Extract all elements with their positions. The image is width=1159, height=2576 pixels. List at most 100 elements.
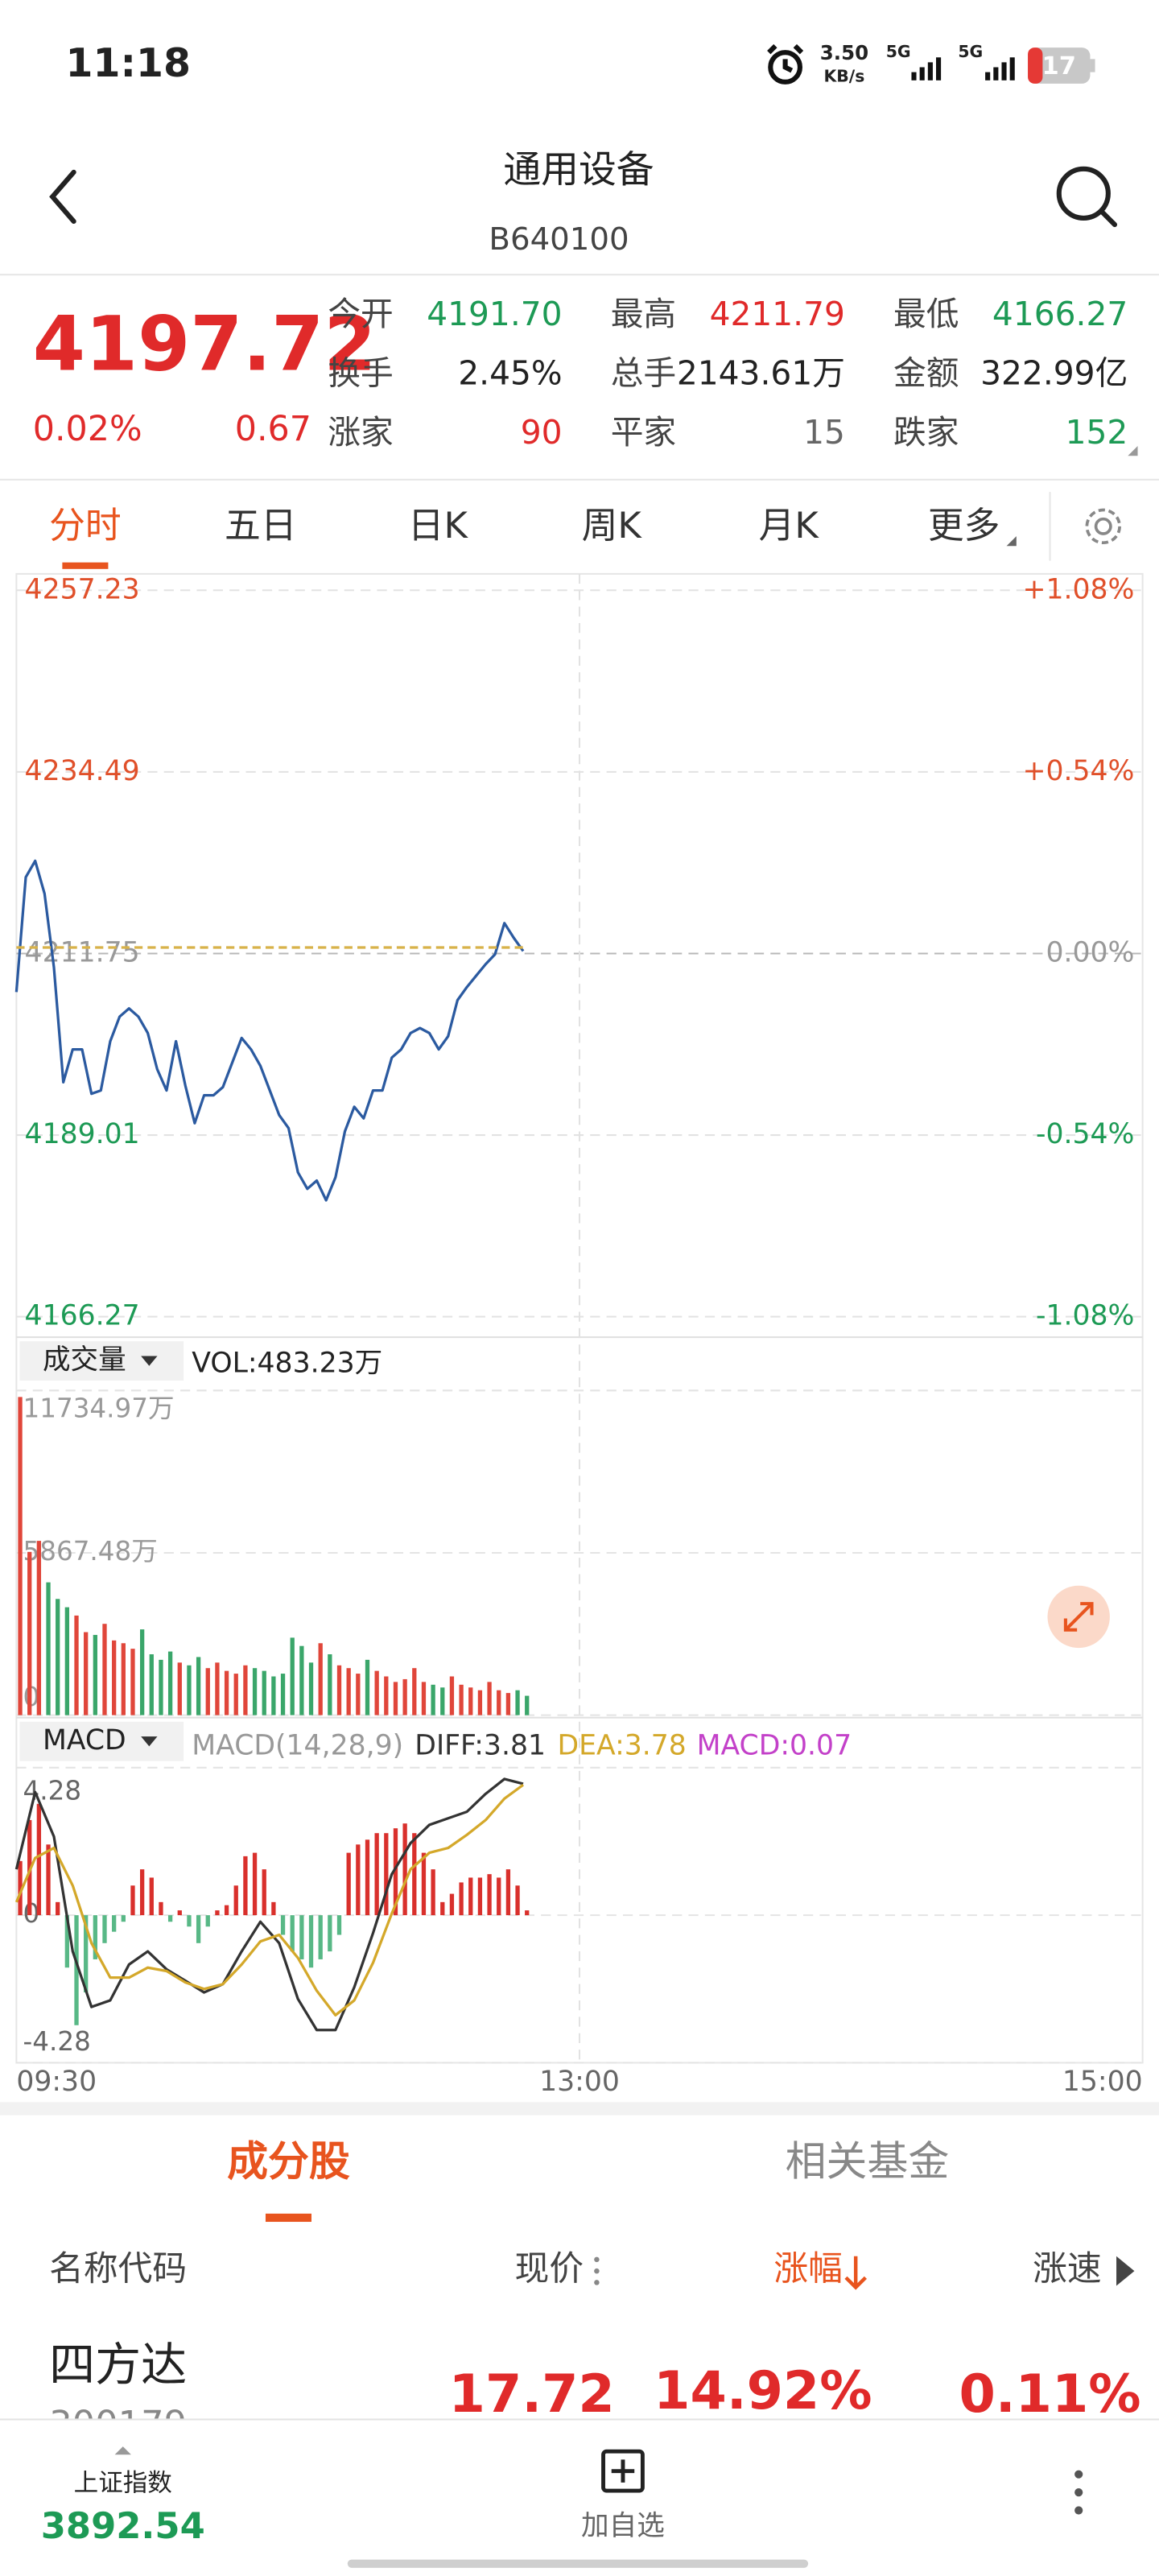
volume-bar (205, 1668, 210, 1715)
volume-bar (167, 1651, 173, 1715)
chart-tab[interactable]: 更多 (928, 504, 1000, 547)
index-value[interactable]: 3892.54 (41, 2504, 205, 2547)
volume-bar (121, 1643, 126, 1715)
x-tick-label: 13:00 (539, 2066, 620, 2098)
volume-bar (262, 1670, 266, 1715)
volume-bar (215, 1662, 220, 1715)
y2-tick-label: +0.54% (1023, 755, 1135, 787)
volume-bar (56, 1599, 60, 1715)
y-tick-label: 4234.49 (25, 755, 140, 787)
volume-bar (374, 1670, 379, 1715)
fullscreen-button[interactable] (1047, 1585, 1110, 1649)
divider (0, 478, 1159, 481)
macd-bar (525, 1910, 530, 1916)
macd-bar (449, 1893, 455, 1916)
add-watchlist-label[interactable]: 加自选 (581, 2510, 665, 2542)
settings-button[interactable] (1085, 508, 1121, 545)
macd-bar (346, 1852, 351, 1916)
last-price: 4197.72 (33, 301, 377, 389)
stat-label: 最高 (611, 295, 676, 333)
chart-tab[interactable]: 分时 (49, 504, 122, 547)
macd-bar (149, 1877, 154, 1916)
stat-label: 今开 (328, 295, 393, 333)
stock-speed: 0.11% (959, 2364, 1141, 2425)
volume-bar (318, 1643, 323, 1715)
volume-bar (36, 1541, 42, 1715)
macd-bar (505, 1869, 511, 1916)
column-header[interactable]: 涨幅 (773, 2249, 843, 2289)
macd-bar (130, 1885, 135, 1916)
index-name[interactable]: 上证指数 (74, 2469, 172, 2497)
chart-tab[interactable]: 周K (582, 504, 643, 547)
macd-bar (290, 1915, 295, 1952)
volume-bar (328, 1654, 332, 1715)
stock-name[interactable]: 四方达 (49, 2339, 187, 2392)
y2-tick-label: +1.08% (1023, 573, 1135, 605)
volume-bar (64, 1607, 70, 1715)
back-button[interactable] (49, 169, 76, 225)
macd-bar (431, 1869, 435, 1916)
x-tick-label: 09:30 (16, 2066, 97, 2098)
chart-tabs: 分时 五日 日K 周K 月K 更多 (49, 504, 1000, 569)
bottom-nav (0, 2418, 1159, 2576)
macd-bar (215, 1910, 220, 1916)
macd-bar (64, 1915, 70, 1968)
more-menu[interactable] (1074, 2470, 1083, 2515)
section-tab[interactable]: 成分股 (227, 2139, 350, 2186)
macd-bar (112, 1915, 117, 1932)
volume-bar (346, 1668, 351, 1715)
volume-bar (515, 1690, 520, 1715)
battery-icon (1028, 47, 1095, 84)
column-header[interactable]: 现价 (515, 2249, 584, 2289)
macd-bar (299, 1915, 304, 1959)
macd-bar (393, 1828, 398, 1916)
macd-bar (252, 1852, 258, 1916)
column-header[interactable]: 涨速 (1033, 2249, 1102, 2289)
indicator-selector[interactable] (19, 1341, 184, 1381)
section-tabs: 成分股 相关基金 (227, 2139, 949, 2186)
volume-bar (505, 1693, 511, 1715)
volume-bar (384, 1676, 389, 1715)
more-indicator (1006, 536, 1017, 547)
macd-bar (224, 1905, 229, 1916)
volume-bar (290, 1637, 295, 1715)
chart-tab[interactable]: 五日 (225, 504, 297, 547)
volume-bar (177, 1662, 182, 1715)
macd-bar (196, 1915, 201, 1943)
macd-bar (280, 1915, 286, 1935)
macd-bar (440, 1901, 445, 1916)
volume-bar (159, 1659, 163, 1715)
macd-bar (487, 1874, 492, 1916)
active-section-indicator (265, 2213, 311, 2223)
volume-bar (412, 1668, 417, 1715)
y-tick-label: 5867.48万 (23, 1536, 158, 1567)
macd-bar (271, 1901, 276, 1916)
dea-label: DEA:3.78 (558, 1729, 687, 1761)
macd-bar (318, 1915, 323, 1959)
change-percent: 0.02% (33, 409, 142, 449)
stat-label: 跌家 (893, 413, 959, 452)
stock-change: 14.92% (654, 2361, 872, 2421)
macd-bar (159, 1901, 163, 1916)
expand-indicator (1128, 446, 1138, 456)
stat-value: 4211.79 (710, 295, 845, 333)
net-speed-unit: KB/s (824, 67, 865, 86)
volume-bar (497, 1690, 501, 1715)
chart-tab[interactable]: 月K (759, 504, 820, 547)
stat-value: 322.99亿 (980, 353, 1128, 392)
stat-label: 总手 (611, 353, 676, 392)
volume-bar (196, 1657, 201, 1715)
search-button[interactable] (1056, 166, 1118, 228)
chart-tab[interactable]: 日K (408, 504, 469, 547)
volume-bar (308, 1662, 314, 1715)
macd-bar (497, 1877, 501, 1916)
change-amount: 0.67 (235, 409, 311, 449)
add-watchlist-icon[interactable] (601, 2449, 645, 2493)
battery-level: 17 (1041, 52, 1076, 80)
scroll-right-icon[interactable] (1116, 2256, 1135, 2286)
volume-bar (84, 1632, 89, 1715)
net-speed: 3.50 (820, 41, 868, 64)
section-tab[interactable]: 相关基金 (786, 2139, 950, 2186)
indicator-selector[interactable] (19, 1721, 184, 1761)
macd-bar (262, 1869, 266, 1916)
